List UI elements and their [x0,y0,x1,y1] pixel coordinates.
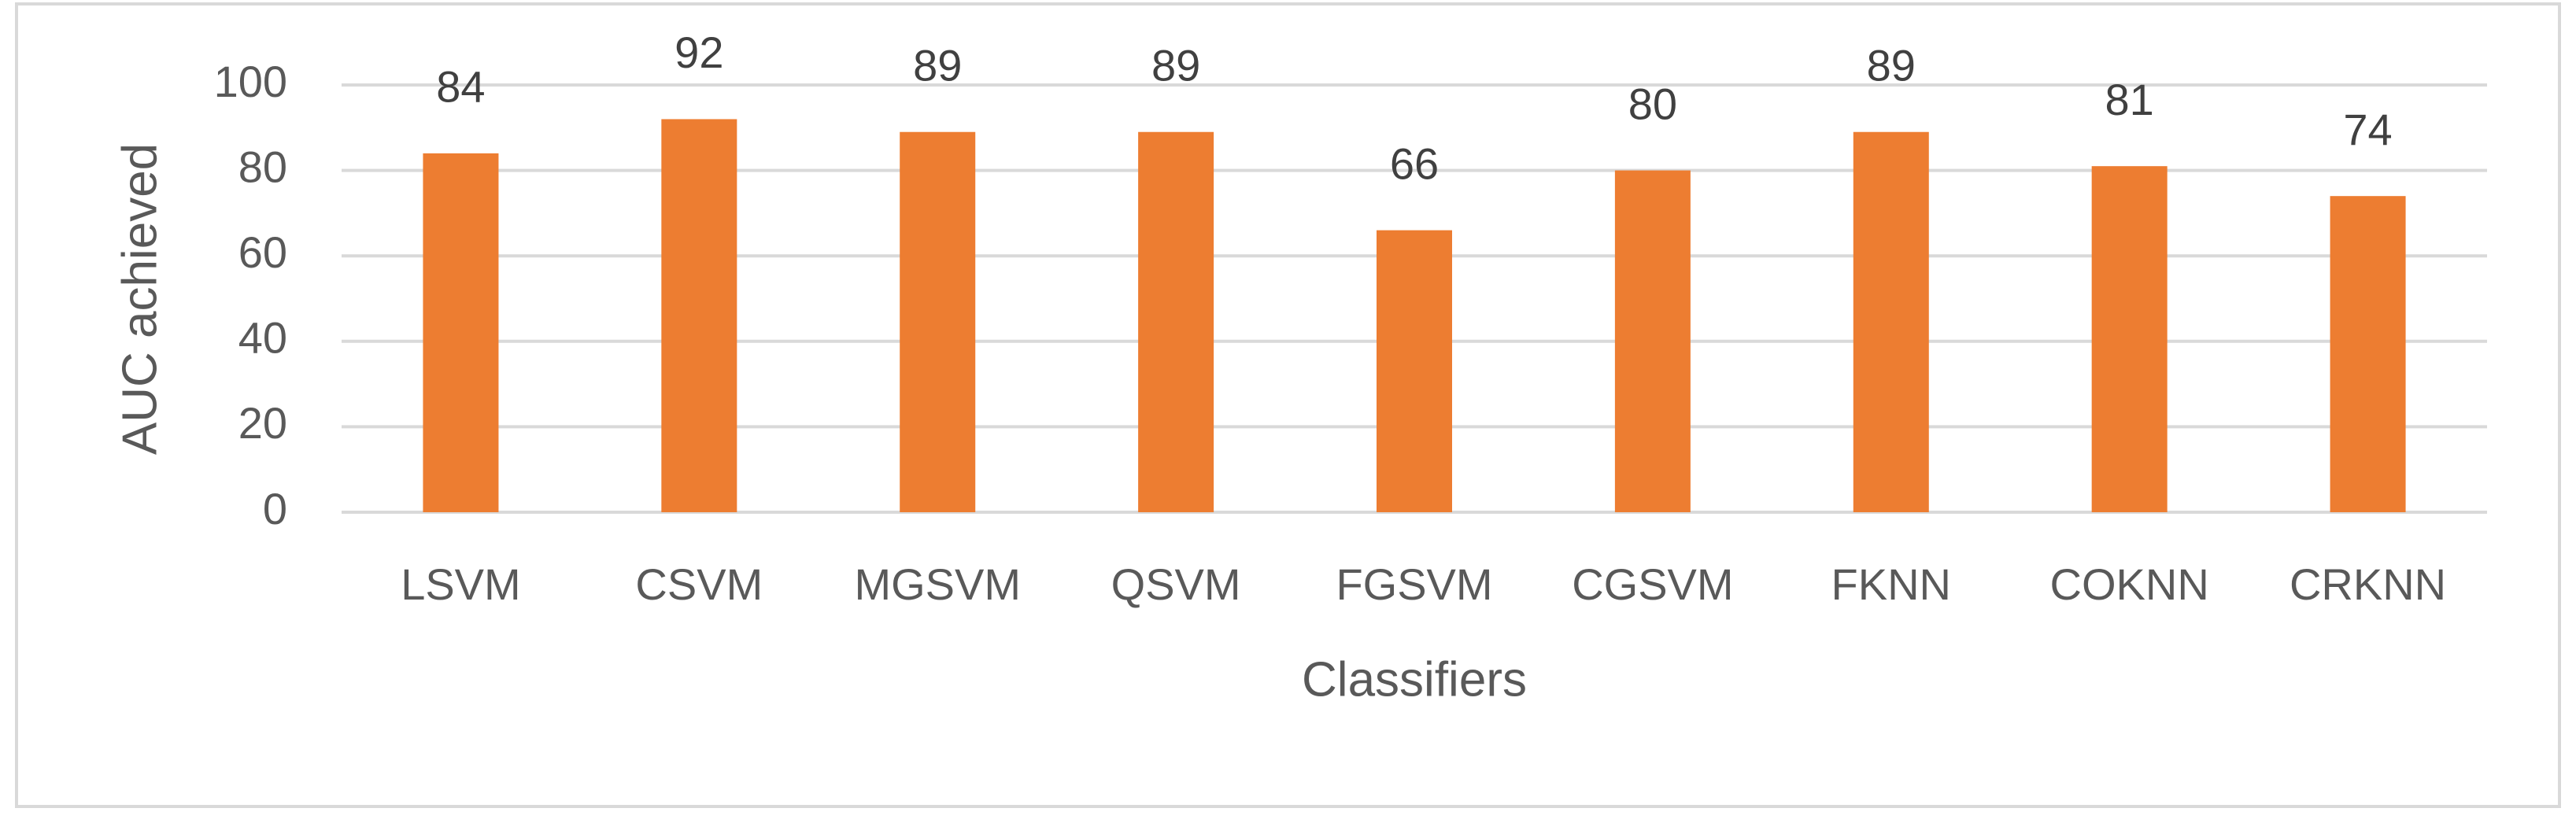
y-tick-label: 40 [238,313,287,363]
data-label: 89 [913,41,962,90]
data-label: 74 [2343,105,2392,154]
data-label: 89 [1867,41,1916,90]
bar [2091,166,2168,513]
bar [423,153,499,512]
bar [661,119,737,512]
x-tick-label: MGSVM [854,559,1021,609]
x-tick-label: COKNN [2050,559,2209,609]
x-tick-label: CRKNN [2290,559,2446,609]
x-tick-label: FGSVM [1336,559,1492,609]
y-tick-label: 20 [238,398,287,448]
x-tick-label: LSVM [401,559,521,609]
x-axis-title: Classifiers [1302,652,1527,707]
data-label: 89 [1151,41,1200,90]
data-label: 92 [674,28,723,77]
data-label: 84 [436,62,485,112]
bar [900,131,976,513]
data-label: 80 [1628,79,1677,128]
bar [1138,131,1214,513]
x-tick-label: CSVM [635,559,763,609]
y-tick-label: 100 [214,57,287,106]
bar [1614,170,1691,512]
chart-border [15,2,2561,808]
y-axis-title: AUC achieved [113,143,167,455]
x-tick-label: QSVM [1111,559,1241,609]
y-tick-label: 0 [263,484,287,533]
bar [2330,196,2406,512]
y-tick-label: 60 [238,227,287,277]
x-tick-label: CGSVM [1572,559,1733,609]
bar [1377,230,1452,512]
data-label: 66 [1390,138,1439,188]
bar [1853,131,1929,513]
x-tick-label: FKNN [1831,559,1951,609]
data-label: 81 [2105,75,2154,124]
y-tick-label: 80 [238,142,287,191]
